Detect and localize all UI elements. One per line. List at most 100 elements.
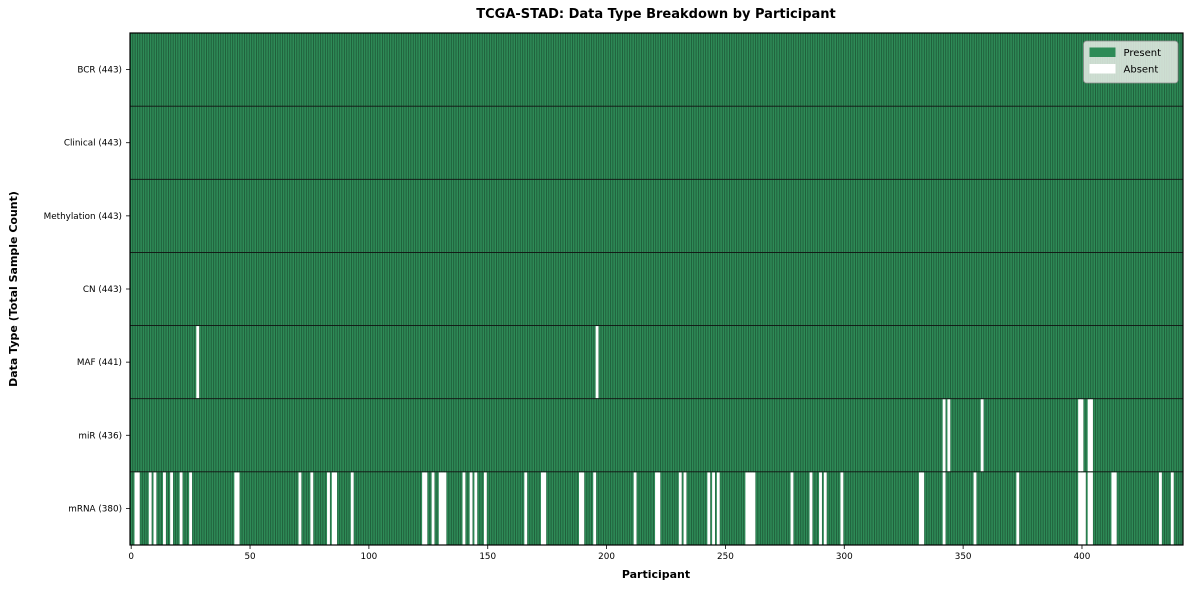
absent-gap-miR-342 (942, 399, 946, 472)
absent-gap-miR-358 (980, 399, 984, 472)
absent-gap-mRNA-2 (134, 472, 138, 545)
x-axis-ticks: 0 50 100 150 200 250 300 350 400 (128, 545, 1091, 562)
y-tick-label-miR: miR (436) (78, 431, 122, 441)
absent-gap-miR-403 (1087, 399, 1091, 472)
absent-gap-mRNA-83 (327, 472, 330, 545)
absent-gap-mRNA-45 (236, 472, 240, 545)
absent-gap-mRNA-342 (942, 472, 946, 545)
absent-gap-mRNA-259 (745, 472, 749, 545)
absent-gap-mRNA-413 (1111, 472, 1115, 545)
absent-gap-mRNA-212 (633, 472, 637, 545)
x-tick-label-50: 50 (244, 552, 256, 562)
absent-gap-mRNA-401 (1082, 472, 1086, 545)
absent-gap-mRNA-290 (819, 472, 822, 545)
x-tick-label-350: 350 (955, 552, 972, 562)
absent-gap-mRNA-166 (524, 472, 528, 545)
absent-gap-MAF-28 (196, 326, 200, 399)
plot-border-rect (129, 32, 1184, 546)
absent-gap-mRNA-86 (334, 472, 338, 545)
absent-gap-miR-400 (1080, 399, 1084, 472)
x-tick-label-200: 200 (598, 552, 615, 562)
absent-gap-mRNA-399 (1078, 472, 1082, 545)
legend: Present Absent (1083, 40, 1179, 84)
absent-gap-mRNA-8 (148, 472, 152, 545)
absent-gap-mRNA-355 (973, 472, 977, 545)
absent-gap-mRNA-149 (483, 472, 487, 545)
y-tick-label-Clinical: Clinical (443) (64, 139, 122, 149)
absent-gap-mRNA-10 (153, 472, 157, 545)
absent-gap-mRNA-261 (750, 472, 754, 545)
y-axis-ticks: BCR (443) Clinical (443) Methylation (443)… (44, 66, 130, 514)
legend-swatch-absent (1089, 64, 1116, 74)
absent-gap-mRNA-403 (1087, 472, 1091, 545)
absent-gap-mRNA-123 (422, 472, 425, 545)
plot-border (129, 32, 1184, 546)
absent-gap-mRNA-174 (543, 472, 547, 545)
absent-gap-mRNA-195 (593, 472, 597, 545)
absent-gap-mRNA-333 (921, 472, 925, 545)
absent-gap-mRNA-131 (441, 472, 445, 545)
absent-gap-mRNA-189 (579, 472, 582, 545)
absent-gap-mRNA-221 (655, 472, 658, 545)
y-axis-title: Data Type (Total Sample Count) (7, 191, 20, 387)
y-tick-label-mRNA: mRNA (380) (68, 504, 122, 514)
absent-gap-mRNA-143 (469, 472, 473, 545)
absent-gap-mRNA-400 (1080, 472, 1084, 545)
absent-gap-mRNA-3 (136, 472, 140, 545)
absent-gap-mRNA-44 (234, 472, 238, 545)
absent-gap-mRNA-124 (424, 472, 428, 545)
x-axis-title: Participant (622, 568, 690, 581)
legend-box-border (1083, 40, 1179, 84)
absent-gap-mRNA-190 (581, 472, 585, 545)
legend-label-present: Present (1124, 48, 1162, 59)
absent-gap-mRNA-17 (170, 472, 174, 545)
absent-gap-mRNA-292 (823, 472, 827, 545)
absent-gap-mRNA-332 (918, 472, 922, 545)
present-bars-field (130, 33, 1183, 545)
absent-gap-miR-344 (947, 399, 951, 472)
absent-gap-mRNA-222 (657, 472, 661, 545)
absent-gap-mRNA-132 (443, 472, 447, 545)
absent-gap-mRNA-438 (1170, 472, 1174, 545)
x-tick-label-250: 250 (717, 552, 734, 562)
absent-gap-mRNA-71 (298, 472, 302, 545)
absent-gap-mRNA-140 (462, 472, 466, 545)
absent-gap-mRNA-76 (310, 472, 314, 545)
absent-gap-mRNA-414 (1113, 472, 1117, 545)
absent-gap-mRNA-21 (179, 472, 183, 545)
absent-gap-miR-399 (1078, 399, 1082, 472)
bars-layer (130, 33, 1183, 545)
absent-gap-mRNA-25 (189, 472, 193, 545)
absent-gap-mRNA-130 (438, 472, 442, 545)
absent-gap-mRNA-93 (350, 472, 354, 545)
absent-gap-mRNA-145 (474, 472, 478, 545)
chart-title: TCGA-STAD: Data Type Breakdown by Partic… (476, 7, 836, 22)
absent-gap-mRNA-299 (840, 472, 844, 545)
absent-gap-mRNA-433 (1158, 472, 1162, 545)
y-tick-label-BCR: BCR (443) (77, 66, 122, 76)
absent-gap-mRNA-243 (707, 472, 711, 545)
absent-gap-mRNA-260 (747, 472, 751, 545)
legend-label-absent: Absent (1124, 65, 1159, 76)
absent-gap-mRNA-286 (809, 472, 813, 545)
x-tick-label-100: 100 (360, 552, 377, 562)
absent-gap-mRNA-404 (1090, 472, 1093, 545)
y-tick-label-MAF: MAF (441) (77, 358, 122, 368)
x-tick-label-0: 0 (128, 552, 134, 562)
absent-gap-mRNA-127 (431, 472, 435, 545)
y-tick-label-CN: CN (443) (83, 285, 122, 295)
legend-swatch-present (1089, 47, 1116, 57)
absent-gap-mRNA-233 (683, 472, 687, 545)
absent-gap-mRNA-173 (540, 472, 544, 545)
absent-gap-miR-404 (1090, 399, 1093, 472)
absent-gap-mRNA-247 (716, 472, 720, 545)
x-tick-label-150: 150 (479, 552, 496, 562)
y-tick-label-Methylation: Methylation (443) (44, 212, 122, 222)
absent-gap-mRNA-14 (163, 472, 166, 545)
absent-gaps-layer (134, 326, 1174, 545)
absent-gap-mRNA-278 (790, 472, 794, 545)
row-separators-layer (130, 105, 1183, 473)
absent-gap-MAF-196 (595, 326, 599, 399)
